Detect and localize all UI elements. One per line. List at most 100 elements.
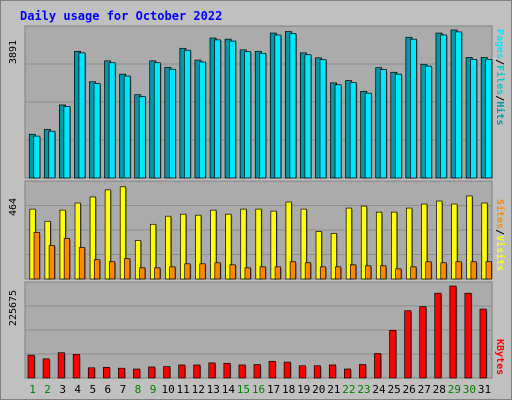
- x-tick-label: 12: [192, 383, 205, 396]
- bar-sites-23: [365, 265, 372, 280]
- bar-files-29: [455, 31, 463, 179]
- bar-kbytes-29: [449, 285, 457, 379]
- bar-kbytes-20: [313, 365, 321, 379]
- bar-sites-2: [48, 245, 55, 280]
- x-tick-label: 10: [161, 383, 174, 396]
- bar-visits-14: [225, 213, 232, 280]
- legend: KBytes: [494, 339, 505, 375]
- bar-files-4: [78, 52, 86, 179]
- x-tick-label: 23: [357, 383, 370, 396]
- bar-visits-11: [180, 213, 187, 280]
- bar-sites-19: [304, 262, 312, 280]
- bar-visits-17: [270, 210, 277, 280]
- bar-sites-13: [214, 262, 221, 280]
- bar-files-30: [470, 58, 478, 179]
- bar-kbytes-13: [208, 362, 216, 379]
- bar-visits-7: [119, 186, 127, 280]
- x-tick-label: 6: [105, 383, 112, 396]
- bar-sites-30: [470, 261, 477, 280]
- bar-sites-8: [139, 267, 146, 280]
- y-max-label: 225675: [8, 290, 19, 326]
- bar-files-20: [319, 59, 327, 179]
- bar-files-22: [349, 82, 357, 179]
- bar-visits-24: [375, 211, 383, 280]
- bar-kbytes-1: [27, 354, 35, 379]
- bar-files-17: [274, 34, 282, 179]
- x-tick-label: 31: [478, 383, 491, 396]
- bar-visits-21: [330, 233, 337, 280]
- x-tick-label: 29: [448, 383, 461, 396]
- bar-files-24: [379, 69, 387, 179]
- x-tick-label: 28: [433, 383, 446, 396]
- bar-files-25: [394, 73, 402, 179]
- bar-files-11: [184, 49, 191, 179]
- bar-kbytes-25: [389, 329, 397, 379]
- bar-kbytes-27: [419, 306, 427, 379]
- x-tick-label: 11: [177, 383, 190, 396]
- bar-visits-22: [345, 207, 353, 280]
- bar-files-16: [259, 52, 267, 179]
- bar-sites-5: [93, 259, 101, 280]
- bar-sites-28: [440, 262, 447, 280]
- bar-files-5: [93, 83, 101, 179]
- x-tick-label: 7: [120, 383, 127, 396]
- x-tick-label: 9: [150, 383, 157, 396]
- bar-kbytes-3: [57, 352, 65, 379]
- bar-sites-7: [124, 258, 131, 280]
- bar-sites-26: [410, 266, 417, 280]
- bar-files-18: [289, 33, 297, 179]
- x-tick-label: 15: [237, 383, 250, 396]
- x-tick-label: 3: [59, 383, 66, 396]
- x-tick-label: 16: [252, 383, 265, 396]
- bar-files-26: [410, 38, 417, 179]
- bar-files-13: [214, 39, 221, 179]
- bar-sites-11: [184, 263, 191, 280]
- bar-sites-24: [380, 265, 387, 280]
- chart-title: Daily usage for October 2022: [20, 9, 222, 23]
- bar-sites-12: [199, 263, 206, 280]
- bar-kbytes-9: [148, 366, 156, 379]
- bar-files-2: [48, 130, 56, 179]
- x-tick-label: 1: [29, 383, 36, 396]
- x-tick-label: 26: [403, 383, 416, 396]
- bar-visits-8: [134, 240, 142, 280]
- bar-kbytes-4: [72, 354, 80, 379]
- bar-sites-21: [334, 266, 342, 280]
- bar-visits-12: [195, 214, 202, 280]
- bar-files-3: [63, 106, 71, 179]
- x-tick-label: 8: [135, 383, 142, 396]
- bar-sites-25: [395, 268, 402, 280]
- bar-visits-6: [104, 189, 111, 280]
- bar-visits-10: [165, 215, 172, 280]
- bar-kbytes-2: [42, 358, 50, 379]
- bar-kbytes-12: [193, 364, 201, 379]
- bar-sites-27: [425, 261, 432, 280]
- bar-sites-6: [109, 261, 116, 280]
- bar-kbytes-18: [283, 361, 291, 379]
- x-tick-label: 17: [267, 383, 280, 396]
- bar-kbytes-17: [268, 360, 276, 379]
- bar-sites-15: [244, 267, 251, 280]
- bar-sites-18: [289, 261, 296, 280]
- bar-kbytes-26: [404, 310, 412, 379]
- bar-visits-30: [466, 195, 473, 280]
- x-tick-label: 25: [387, 383, 400, 396]
- y-max-label: 3891: [8, 40, 19, 64]
- bar-kbytes-11: [178, 364, 186, 379]
- bar-files-21: [334, 84, 342, 179]
- bar-kbytes-14: [223, 362, 231, 379]
- bar-kbytes-21: [328, 364, 336, 379]
- legend-files: Files: [494, 65, 506, 95]
- bar-kbytes-23: [359, 364, 367, 379]
- bar-files-23: [364, 92, 372, 179]
- bar-files-14: [229, 40, 237, 179]
- bar-files-7: [123, 75, 131, 179]
- bar-files-12: [199, 61, 206, 179]
- legend-sep: /: [494, 59, 505, 65]
- bar-visits-18: [285, 201, 292, 280]
- bar-files-9: [153, 62, 161, 179]
- bar-kbytes-6: [102, 367, 111, 379]
- bar-sites-4: [78, 247, 86, 280]
